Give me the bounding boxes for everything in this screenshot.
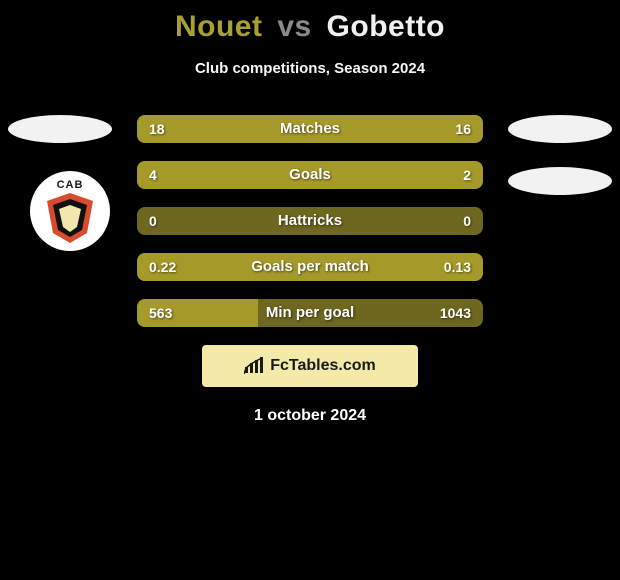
subtitle: Club competitions, Season 2024 — [0, 60, 620, 77]
infographic-root: Nouet vs Gobetto Club competitions, Seas… — [0, 0, 620, 580]
date-text: 1 october 2024 — [0, 407, 620, 425]
headline: Nouet vs Gobetto — [0, 0, 620, 44]
club1-badge-label: CAB — [30, 179, 110, 191]
bar-chart-icon — [244, 357, 264, 375]
player1-name: Nouet — [175, 10, 263, 43]
stat-label: Goals — [137, 161, 483, 189]
stat-row: 1816Matches — [137, 115, 483, 143]
stat-row: 00Hattricks — [137, 207, 483, 235]
comparison-bars: 1816Matches 42Goals 00Hattricks 0.220.13Goa… — [137, 115, 483, 327]
fctables-logo-text: FcTables.com — [270, 357, 376, 375]
club2-placeholder-icon — [508, 167, 612, 195]
vs-text: vs — [277, 10, 311, 43]
stat-label: Goals per match — [137, 253, 483, 281]
stat-row: 5631043Min per goal — [137, 299, 483, 327]
player2-placeholder-icon — [508, 115, 612, 143]
stat-label: Matches — [137, 115, 483, 143]
stat-row: 42Goals — [137, 161, 483, 189]
player2-name: Gobetto — [327, 10, 445, 43]
club1-badge: CAB — [30, 171, 110, 251]
stat-label: Min per goal — [137, 299, 483, 327]
player1-placeholder-icon — [8, 115, 112, 143]
stat-label: Hattricks — [137, 207, 483, 235]
stat-row: 0.220.13Goals per match — [137, 253, 483, 281]
shield-icon — [43, 191, 97, 245]
fctables-logo: FcTables.com — [202, 345, 418, 387]
stage: CAB 1816Matches 42Goals 00Hattricks 0.220.1… — [0, 115, 620, 425]
